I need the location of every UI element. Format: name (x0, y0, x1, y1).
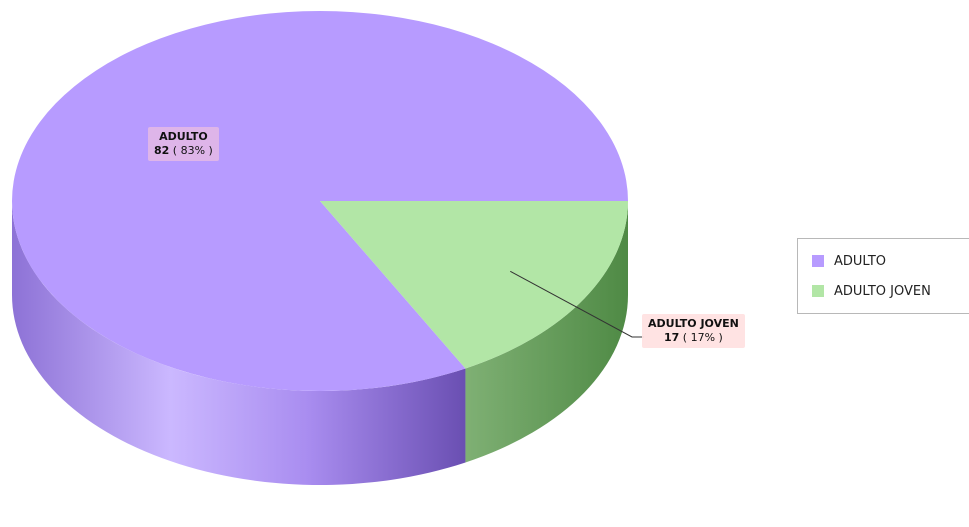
legend-swatch-adulto (812, 255, 824, 267)
data-label-adulto-joven-value: 17 (664, 331, 680, 344)
slice-adulto-joven-side (465, 201, 628, 463)
slice-adulto-joven[interactable] (320, 201, 628, 369)
data-label-adulto-percent: ( 83% ) (169, 144, 213, 157)
leader-line-adulto-joven (510, 270, 644, 338)
data-label-adulto: ADULTO 82 ( 83% ) (148, 127, 219, 161)
legend-item-adulto-joven[interactable]: ADULTO JOVEN (812, 281, 931, 301)
slice-adulto-side (12, 201, 466, 485)
data-label-adulto-name: ADULTO (159, 130, 208, 143)
data-label-adulto-value: 82 (154, 144, 170, 157)
legend-label-adulto-joven: ADULTO JOVEN (834, 283, 931, 299)
legend-item-adulto[interactable]: ADULTO (812, 251, 886, 271)
data-label-adulto-joven-percent: ( 17% ) (679, 331, 723, 344)
legend-swatch-adulto-joven (812, 285, 824, 297)
slice-adulto[interactable] (11, 11, 628, 392)
legend-label-adulto: ADULTO (834, 253, 887, 269)
data-label-adulto-joven: ADULTO JOVEN 17 ( 17% ) (642, 314, 745, 348)
data-label-adulto-joven-name: ADULTO JOVEN (648, 317, 739, 330)
chart-legend: ADULTO ADULTO JOVEN (797, 238, 969, 314)
